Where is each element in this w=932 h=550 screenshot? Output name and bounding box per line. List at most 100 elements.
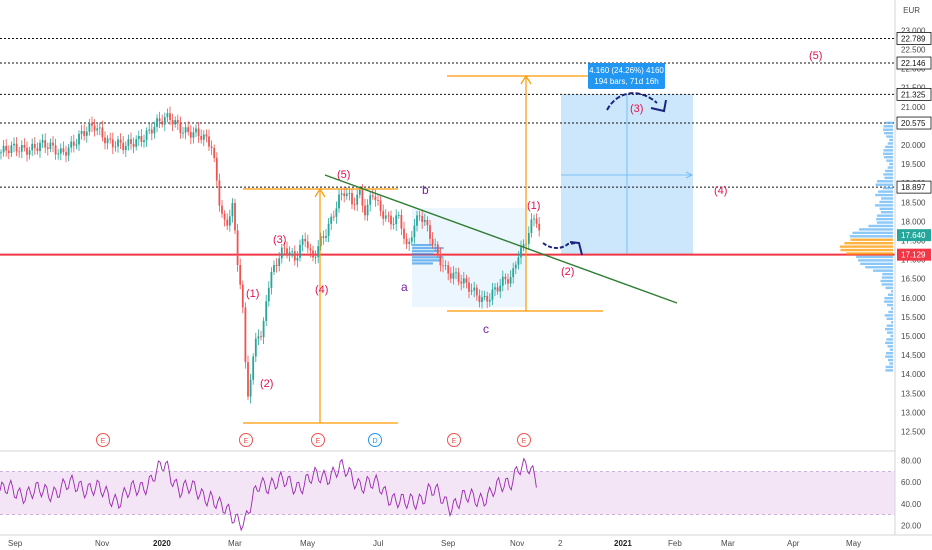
volume-profile-bar (886, 324, 893, 327)
candle-body (210, 146, 213, 148)
price-tick-label: 13.500 (901, 389, 926, 398)
price-tick-label: 21.000 (901, 103, 926, 112)
candle-body (377, 200, 379, 201)
volume-profile-bar (839, 245, 893, 248)
currency-label: EUR (903, 6, 920, 15)
volume-profile-bar (856, 255, 893, 259)
candle-body (364, 205, 366, 216)
volume-profile-bar (883, 128, 893, 131)
wave-label-red-8: (3) (630, 103, 643, 115)
candle-body (304, 238, 307, 242)
volume-profile-bar (885, 286, 893, 290)
candle-body (457, 272, 460, 282)
measure-arrowhead-1 (314, 187, 326, 198)
candle-body (462, 278, 465, 284)
candle-body (182, 132, 184, 134)
volume-profile-bar (880, 211, 893, 214)
candle-body (130, 139, 132, 144)
candle-body (382, 211, 385, 219)
candle-body (18, 151, 21, 153)
volume-profile-bar (885, 121, 893, 125)
earnings-event-marker[interactable] (239, 433, 253, 447)
candle-body (75, 144, 78, 146)
inline-volume-bar (412, 253, 434, 256)
level-tag-label: 22.146 (901, 59, 926, 68)
volume-profile-bar (858, 259, 893, 262)
candle-body (257, 336, 260, 339)
volume-profile-bar (887, 142, 893, 145)
time-tick-label: 2 (558, 539, 563, 548)
candle-body (327, 223, 330, 236)
candle-body (481, 297, 483, 302)
earnings-event-marker[interactable] (517, 433, 531, 447)
candle-body (340, 193, 343, 195)
price-tick-label: 14.500 (901, 351, 926, 360)
candle-body (312, 250, 314, 258)
candle-body (15, 143, 18, 152)
candle-body (504, 276, 507, 280)
candle-body (468, 282, 470, 292)
volume-profile-bar (890, 334, 893, 338)
volume-profile-bar (884, 176, 893, 180)
inline-volume-bar (412, 256, 444, 259)
candle-body (353, 204, 356, 206)
candle-body (338, 194, 340, 209)
candle-body (249, 379, 252, 397)
earnings-event-marker[interactable] (311, 433, 325, 447)
time-tick-label: 2021 (614, 539, 632, 548)
candle-body (496, 287, 499, 292)
price-tick-label: 14.000 (901, 370, 926, 379)
time-tick-label: Nov (510, 539, 524, 548)
wave-label-red-1: (1) (246, 288, 259, 300)
inline-volume-bar (412, 250, 441, 253)
earnings-event-marker[interactable] (447, 433, 461, 447)
candle-body (218, 180, 221, 206)
wave-label-red-9: (4) (714, 185, 727, 197)
volume-profile-bar (885, 327, 893, 331)
measurement-tooltip-bg (588, 63, 665, 89)
candle-body (397, 214, 400, 216)
volume-profile-bar (878, 190, 893, 193)
rsi-band-layer (0, 471, 895, 515)
earnings-event-marker[interactable] (368, 433, 382, 447)
candle-body (270, 271, 273, 288)
candle-body (366, 204, 369, 216)
candle-body (83, 131, 86, 136)
price-tags-layer: 22.789 22.146 21.325 20.575 18.897 17.129 17.6… (896, 32, 932, 261)
volume-profile-bar (876, 217, 893, 221)
candle-body (174, 120, 177, 125)
downtrend-line[interactable] (324, 174, 678, 304)
candle-body (184, 127, 187, 133)
earnings-event-marker[interactable] (96, 433, 110, 447)
volume-profile-bar (876, 214, 893, 217)
candle-body (278, 258, 281, 267)
candle-body (275, 264, 278, 267)
wave-3-arrow (606, 92, 658, 111)
candle-body (197, 128, 200, 137)
candle-body (286, 248, 288, 256)
candle-body (150, 129, 153, 134)
candle-body (369, 195, 372, 205)
candle-body (410, 237, 413, 242)
candle-body (317, 246, 320, 258)
wave-labels-layer: (1) (2) (3) (4) (5) (1) (2) (3) (4) (5) … (246, 50, 822, 390)
support-level-tag-label: 17.129 (901, 251, 926, 260)
candle-body (161, 121, 164, 125)
candle-body (512, 268, 515, 278)
measurement-tooltip: 4.160 (24.26%) 4160 194 bars, 71d 16h (588, 63, 665, 89)
volume-profile-bar (891, 290, 893, 293)
candle-body (351, 193, 353, 205)
candle-body (241, 284, 244, 308)
candle-body (91, 123, 93, 126)
candle-body (158, 118, 161, 122)
projection-arrowhead (685, 171, 693, 179)
candle-body (507, 279, 509, 284)
volume-profile-bar (885, 355, 893, 358)
candle-body (436, 244, 439, 254)
candle-body (205, 134, 208, 137)
candle-body (517, 257, 520, 265)
volume-profile-bar (885, 169, 893, 173)
candle-body (501, 276, 504, 286)
